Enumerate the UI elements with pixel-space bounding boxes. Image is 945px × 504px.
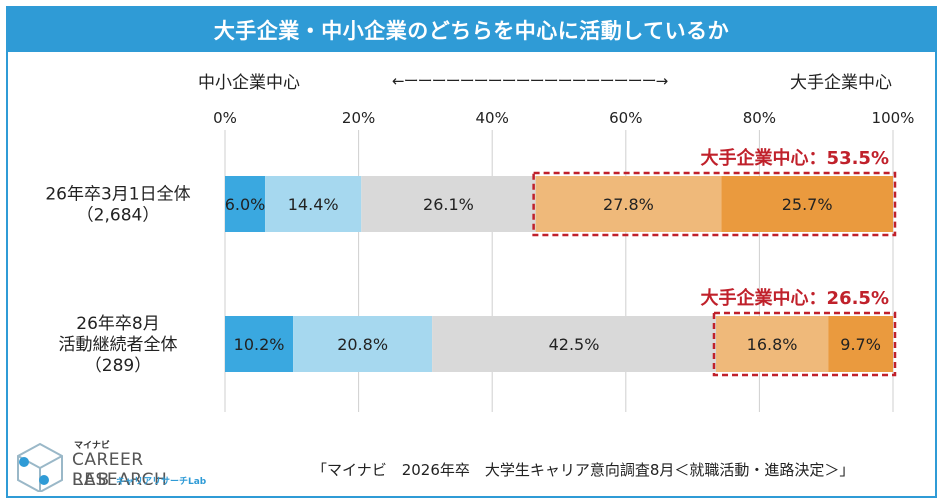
bar-segment [293,316,433,372]
data-label: 20.8% [337,335,388,354]
x-tick-label: 20% [342,109,375,127]
logo-sub: キャリアリサーチLab [116,477,207,487]
highlight-box [712,311,897,377]
data-label: 25.7% [782,195,833,214]
highlight-box [532,171,897,237]
data-label: 16.8% [747,335,798,354]
data-label: 42.5% [549,335,600,354]
bar-segment [535,176,722,232]
data-label: 6.0% [225,195,266,214]
x-tick-label: 40% [476,109,509,127]
logo: マイナビ CAREER RESEARCH LAB キャリアリサーチLab [14,438,244,494]
bar-segment [721,176,893,232]
source-note: 「マイナビ 2026年卒 大学生キャリア意向調査8月＜就職活動・進路決定＞」 [312,461,855,479]
x-tick-label: 60% [609,109,642,127]
bar-segment [265,176,362,232]
data-label: 14.4% [288,195,339,214]
category-label: （289） [85,356,151,376]
category-label: （2,684） [77,206,160,226]
bar-segment [715,316,829,372]
logo-line2: LAB [72,470,112,490]
bar-segment [225,176,266,232]
data-label: 9.7% [840,335,881,354]
scale-arrow: ←ーーーーーーーーーーーーーーーーーー→ [392,72,668,90]
x-tick-label: 100% [872,109,915,127]
highlight-label: 大手企業中心：53.5% [701,147,889,169]
bar-segment [432,316,716,372]
cube-logo-icon [17,442,63,492]
logo-line1: CAREER RESEARCH [72,450,168,490]
category-label: 26年卒3月1日全体 [45,185,190,205]
logo-brand-small: マイナビ [74,441,110,451]
category-label: 26年卒8月 [76,314,159,334]
highlight-label: 大手企業中心：26.5% [701,287,889,309]
chart-title: 大手企業・中小企業のどちらを中心に活動しているか [8,8,935,52]
data-label: 27.8% [603,195,654,214]
bar-segment [828,316,893,372]
scale-right-label: 大手企業中心 [790,73,892,93]
data-label: 10.2% [234,335,285,354]
x-tick-label: 80% [743,109,776,127]
chart-frame [6,6,937,498]
bar-segment [361,176,536,232]
bar-segment [225,316,294,372]
data-label: 26.1% [423,195,474,214]
category-label: 活動継続者全体 [59,335,178,355]
scale-left-label: 中小企業中心 [198,73,300,93]
x-tick-label: 0% [213,109,237,127]
